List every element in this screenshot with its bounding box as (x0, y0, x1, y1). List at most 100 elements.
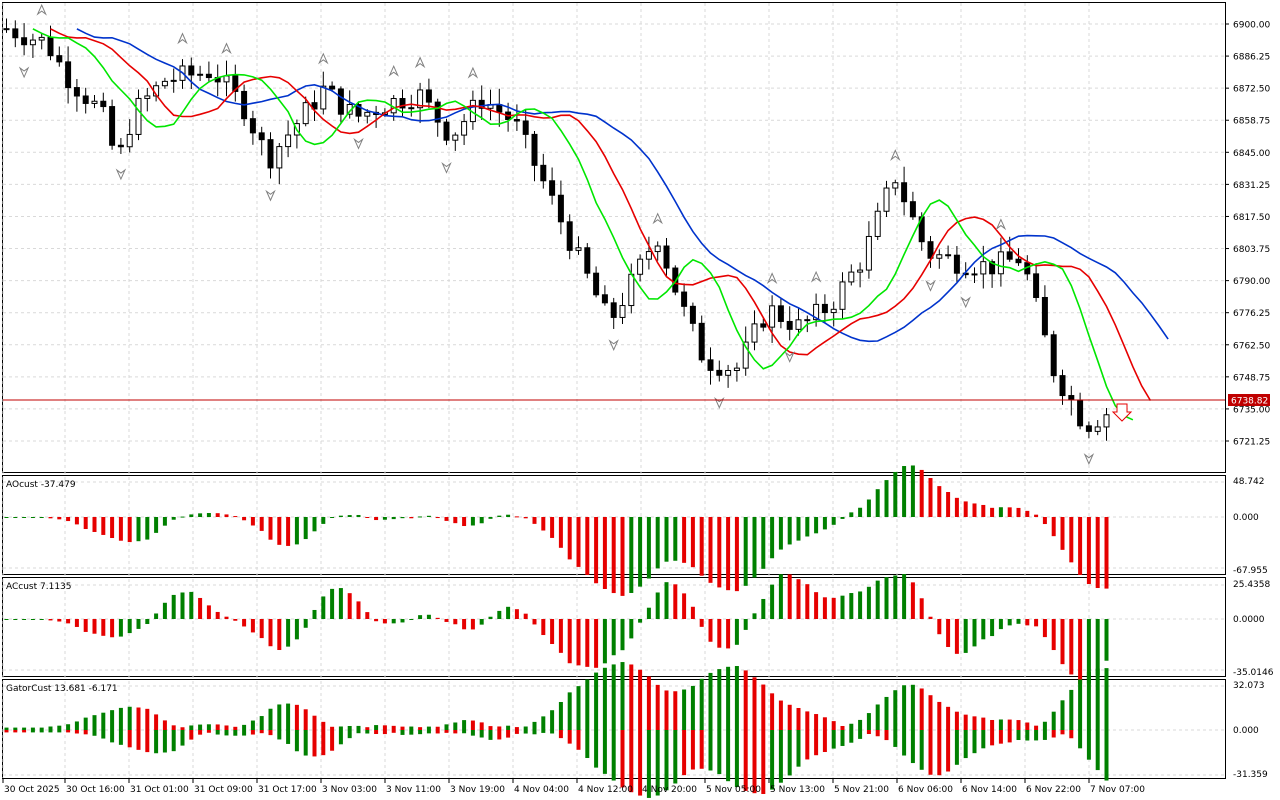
candle-body[interactable] (849, 272, 854, 282)
candle-body[interactable] (1095, 427, 1100, 431)
candle-body[interactable] (585, 248, 590, 273)
candle-body[interactable] (1016, 259, 1021, 262)
candle-body[interactable] (796, 320, 801, 330)
candle-body[interactable] (523, 121, 528, 134)
candle-body[interactable] (770, 306, 775, 327)
candle-body[interactable] (1069, 396, 1074, 400)
candle-body[interactable] (884, 188, 889, 211)
candle-body[interactable] (998, 252, 1003, 274)
candle-body[interactable] (497, 105, 502, 112)
candle-body[interactable] (250, 119, 255, 133)
candle-body[interactable] (39, 37, 44, 40)
candle-body[interactable] (778, 306, 783, 322)
candle-body[interactable] (426, 90, 431, 102)
candle-body[interactable] (831, 309, 836, 312)
candle-body[interactable] (409, 108, 414, 109)
candle-body[interactable] (699, 323, 704, 359)
candle-body[interactable] (268, 140, 273, 168)
candle-body[interactable] (145, 96, 150, 98)
candle-body[interactable] (822, 304, 827, 312)
candle-body[interactable] (752, 324, 757, 342)
candle-body[interactable] (118, 145, 123, 146)
candle-body[interactable] (1051, 335, 1056, 376)
candle-body[interactable] (655, 246, 660, 252)
candle-body[interactable] (805, 320, 810, 321)
candle-body[interactable] (858, 270, 863, 272)
candle-body[interactable] (321, 86, 326, 109)
candle-body[interactable] (638, 259, 643, 274)
candle-body[interactable] (1078, 400, 1083, 426)
candle-body[interactable] (162, 81, 167, 85)
candle-body[interactable] (576, 248, 581, 251)
candle-body[interactable] (66, 62, 71, 88)
candle-body[interactable] (1086, 426, 1091, 432)
candle-body[interactable] (30, 40, 35, 45)
candle-body[interactable] (171, 80, 176, 81)
candle-body[interactable] (1007, 252, 1012, 259)
candle-body[interactable] (646, 252, 651, 260)
candle-body[interactable] (303, 103, 308, 124)
candle-body[interactable] (937, 255, 942, 258)
candle-body[interactable] (57, 56, 62, 62)
candle-body[interactable] (875, 211, 880, 236)
candle-body[interactable] (682, 292, 687, 306)
candle-body[interactable] (338, 89, 343, 114)
candle-body[interactable] (558, 195, 563, 222)
candle-body[interactable] (101, 101, 106, 106)
candle-body[interactable] (4, 29, 9, 30)
candle-body[interactable] (259, 133, 264, 140)
candle-body[interactable] (206, 74, 211, 77)
candle-body[interactable] (48, 37, 53, 55)
candle-body[interactable] (13, 29, 18, 38)
candle-body[interactable] (840, 282, 845, 309)
candle-body[interactable] (189, 66, 194, 75)
candle-body[interactable] (611, 303, 616, 318)
candle-body[interactable] (761, 324, 766, 327)
candle-body[interactable] (954, 255, 959, 273)
candle-body[interactable] (453, 135, 458, 140)
candle-body[interactable] (972, 274, 977, 275)
candle-body[interactable] (629, 274, 634, 305)
candle-body[interactable] (22, 38, 27, 45)
candle-body[interactable] (620, 306, 625, 318)
candle-body[interactable] (902, 183, 907, 202)
candle-body[interactable] (708, 360, 713, 371)
candle-body[interactable] (224, 76, 229, 82)
candle-body[interactable] (541, 165, 546, 180)
candle-body[interactable] (198, 74, 203, 75)
candle-body[interactable] (444, 122, 449, 140)
candle-body[interactable] (594, 273, 599, 295)
candle-body[interactable] (1104, 415, 1109, 427)
candle-body[interactable] (726, 370, 731, 375)
candle-body[interactable] (1060, 376, 1065, 396)
candle-body[interactable] (567, 222, 572, 251)
candle-body[interactable] (532, 134, 537, 165)
candle-body[interactable] (981, 262, 986, 274)
candle-body[interactable] (690, 306, 695, 323)
candle-body[interactable] (110, 107, 115, 146)
candle-body[interactable] (286, 135, 291, 147)
candle-body[interactable] (1034, 274, 1039, 298)
candle-body[interactable] (550, 181, 555, 195)
candle-body[interactable] (330, 86, 335, 89)
candle-body[interactable] (866, 236, 871, 270)
candle-body[interactable] (893, 183, 898, 188)
candle-body[interactable] (717, 370, 722, 375)
candle-body[interactable] (365, 112, 370, 116)
candle-body[interactable] (910, 202, 915, 217)
candle-body[interactable] (92, 101, 97, 103)
candle-body[interactable] (462, 122, 467, 136)
candle-body[interactable] (1042, 297, 1047, 334)
candle-body[interactable] (127, 134, 132, 146)
candle-body[interactable] (787, 321, 792, 329)
candle-body[interactable] (602, 295, 607, 303)
candle-body[interactable] (946, 255, 951, 256)
candle-body[interactable] (74, 88, 79, 96)
candle-body[interactable] (514, 120, 519, 121)
candle-body[interactable] (83, 96, 88, 103)
candle-body[interactable] (664, 246, 669, 268)
candle-body[interactable] (277, 147, 282, 168)
candle-body[interactable] (734, 368, 739, 370)
candle-body[interactable] (136, 98, 141, 134)
